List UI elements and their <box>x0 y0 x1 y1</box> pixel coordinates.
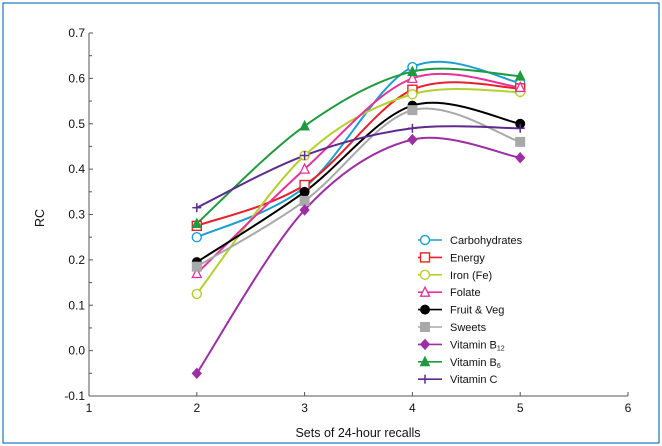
y-tick-label: 0.0 <box>68 344 85 358</box>
legend-swatch-marker <box>419 269 431 280</box>
data-point <box>514 69 526 81</box>
data-point <box>191 288 203 300</box>
y-tick-label: 0.5 <box>68 117 85 131</box>
series-line <box>196 67 521 225</box>
legend-label-subscript: 6 <box>497 363 501 370</box>
legend-label-subscript: 12 <box>497 345 505 352</box>
x-tick-label: 6 <box>625 401 632 415</box>
y-axis-label: RC <box>33 209 47 227</box>
legend-label-text: Sweets <box>450 322 487 334</box>
axes: -0.10.00.10.20.30.40.50.60.71 2 3 4 5 6 <box>64 26 631 415</box>
data-point <box>515 152 526 164</box>
legend-label-text: Iron (Fe) <box>450 270 492 282</box>
data-point <box>299 204 310 216</box>
legend-label-text: Carbohydrates <box>450 235 523 247</box>
legend-label-text: Vitamin C <box>450 374 498 386</box>
legend-swatch-marker <box>419 338 431 351</box>
series-line <box>196 72 521 275</box>
legend-label: Iron (Fe) <box>450 270 492 282</box>
x-tick-label: 5 <box>517 401 524 415</box>
x-tick-label: 1 <box>86 401 93 415</box>
legend-label: Vitamin B12 <box>450 339 505 352</box>
series-line <box>196 81 521 227</box>
y-tick-label: 0.4 <box>68 162 85 176</box>
legend-label: Vitamin C <box>450 374 498 386</box>
legend-label: Energy <box>450 252 485 264</box>
x-tick-label: 4 <box>409 401 416 415</box>
data-point <box>407 89 418 100</box>
legend-swatch-marker <box>420 304 430 315</box>
legend-swatch-marker <box>419 234 431 246</box>
y-tick-label: 0.7 <box>68 26 85 40</box>
series-line <box>196 107 521 268</box>
y-tick-label: 0.3 <box>68 208 85 222</box>
legend-swatch-marker <box>420 374 430 384</box>
data-point <box>299 162 311 174</box>
legend-label: Fruit & Veg <box>450 305 504 317</box>
legend-label-text: Energy <box>450 252 485 264</box>
legend-label-text: Folate <box>450 287 481 299</box>
legend-label: Sweets <box>450 322 487 334</box>
legend-label-text: Vitamin B <box>450 339 497 351</box>
legend: Carbohydrates Energy Iron (Fe) Folate Fruit … <box>418 234 523 386</box>
data-point <box>514 80 526 93</box>
legend-swatch-marker <box>419 252 431 263</box>
data-point <box>407 65 418 77</box>
data-point <box>299 195 310 206</box>
legend-label-text: Fruit & Veg <box>450 305 504 317</box>
data-point <box>299 186 310 197</box>
legend-label: Folate <box>450 287 481 299</box>
legend-label: Carbohydrates <box>450 235 523 247</box>
series-lines <box>195 60 521 374</box>
data-point <box>515 136 526 147</box>
data-point <box>406 71 418 84</box>
data-point <box>299 119 310 131</box>
y-tick-label: 0.6 <box>68 71 85 85</box>
data-point <box>191 267 203 279</box>
data-point <box>191 231 203 243</box>
series-line <box>196 101 521 263</box>
legend-swatch-marker <box>419 285 431 297</box>
data-point <box>515 123 525 133</box>
data-point <box>192 203 202 213</box>
series-line <box>195 136 521 374</box>
data-point <box>191 217 203 229</box>
legend-label: Vitamin B6 <box>450 357 501 370</box>
data-point <box>191 261 202 272</box>
legend-label-text: Vitamin B <box>450 357 497 369</box>
legend-swatch-marker <box>419 355 431 367</box>
x-tick-label: 3 <box>301 401 308 415</box>
series-line <box>196 87 521 295</box>
data-point <box>300 151 310 161</box>
y-tick-label: -0.1 <box>64 389 85 403</box>
series-line <box>196 125 521 209</box>
series-markers <box>191 61 526 380</box>
data-point <box>407 105 418 116</box>
data-point <box>191 367 202 380</box>
y-tick-label: 0.1 <box>68 298 85 312</box>
data-point <box>407 133 418 146</box>
y-tick-label: 0.2 <box>68 253 85 267</box>
x-axis-label: Sets of 24-hour recalls <box>295 426 420 440</box>
legend-swatch-marker <box>420 322 430 332</box>
series-line <box>196 60 521 239</box>
data-point <box>407 123 417 133</box>
x-tick-label: 2 <box>193 401 200 415</box>
